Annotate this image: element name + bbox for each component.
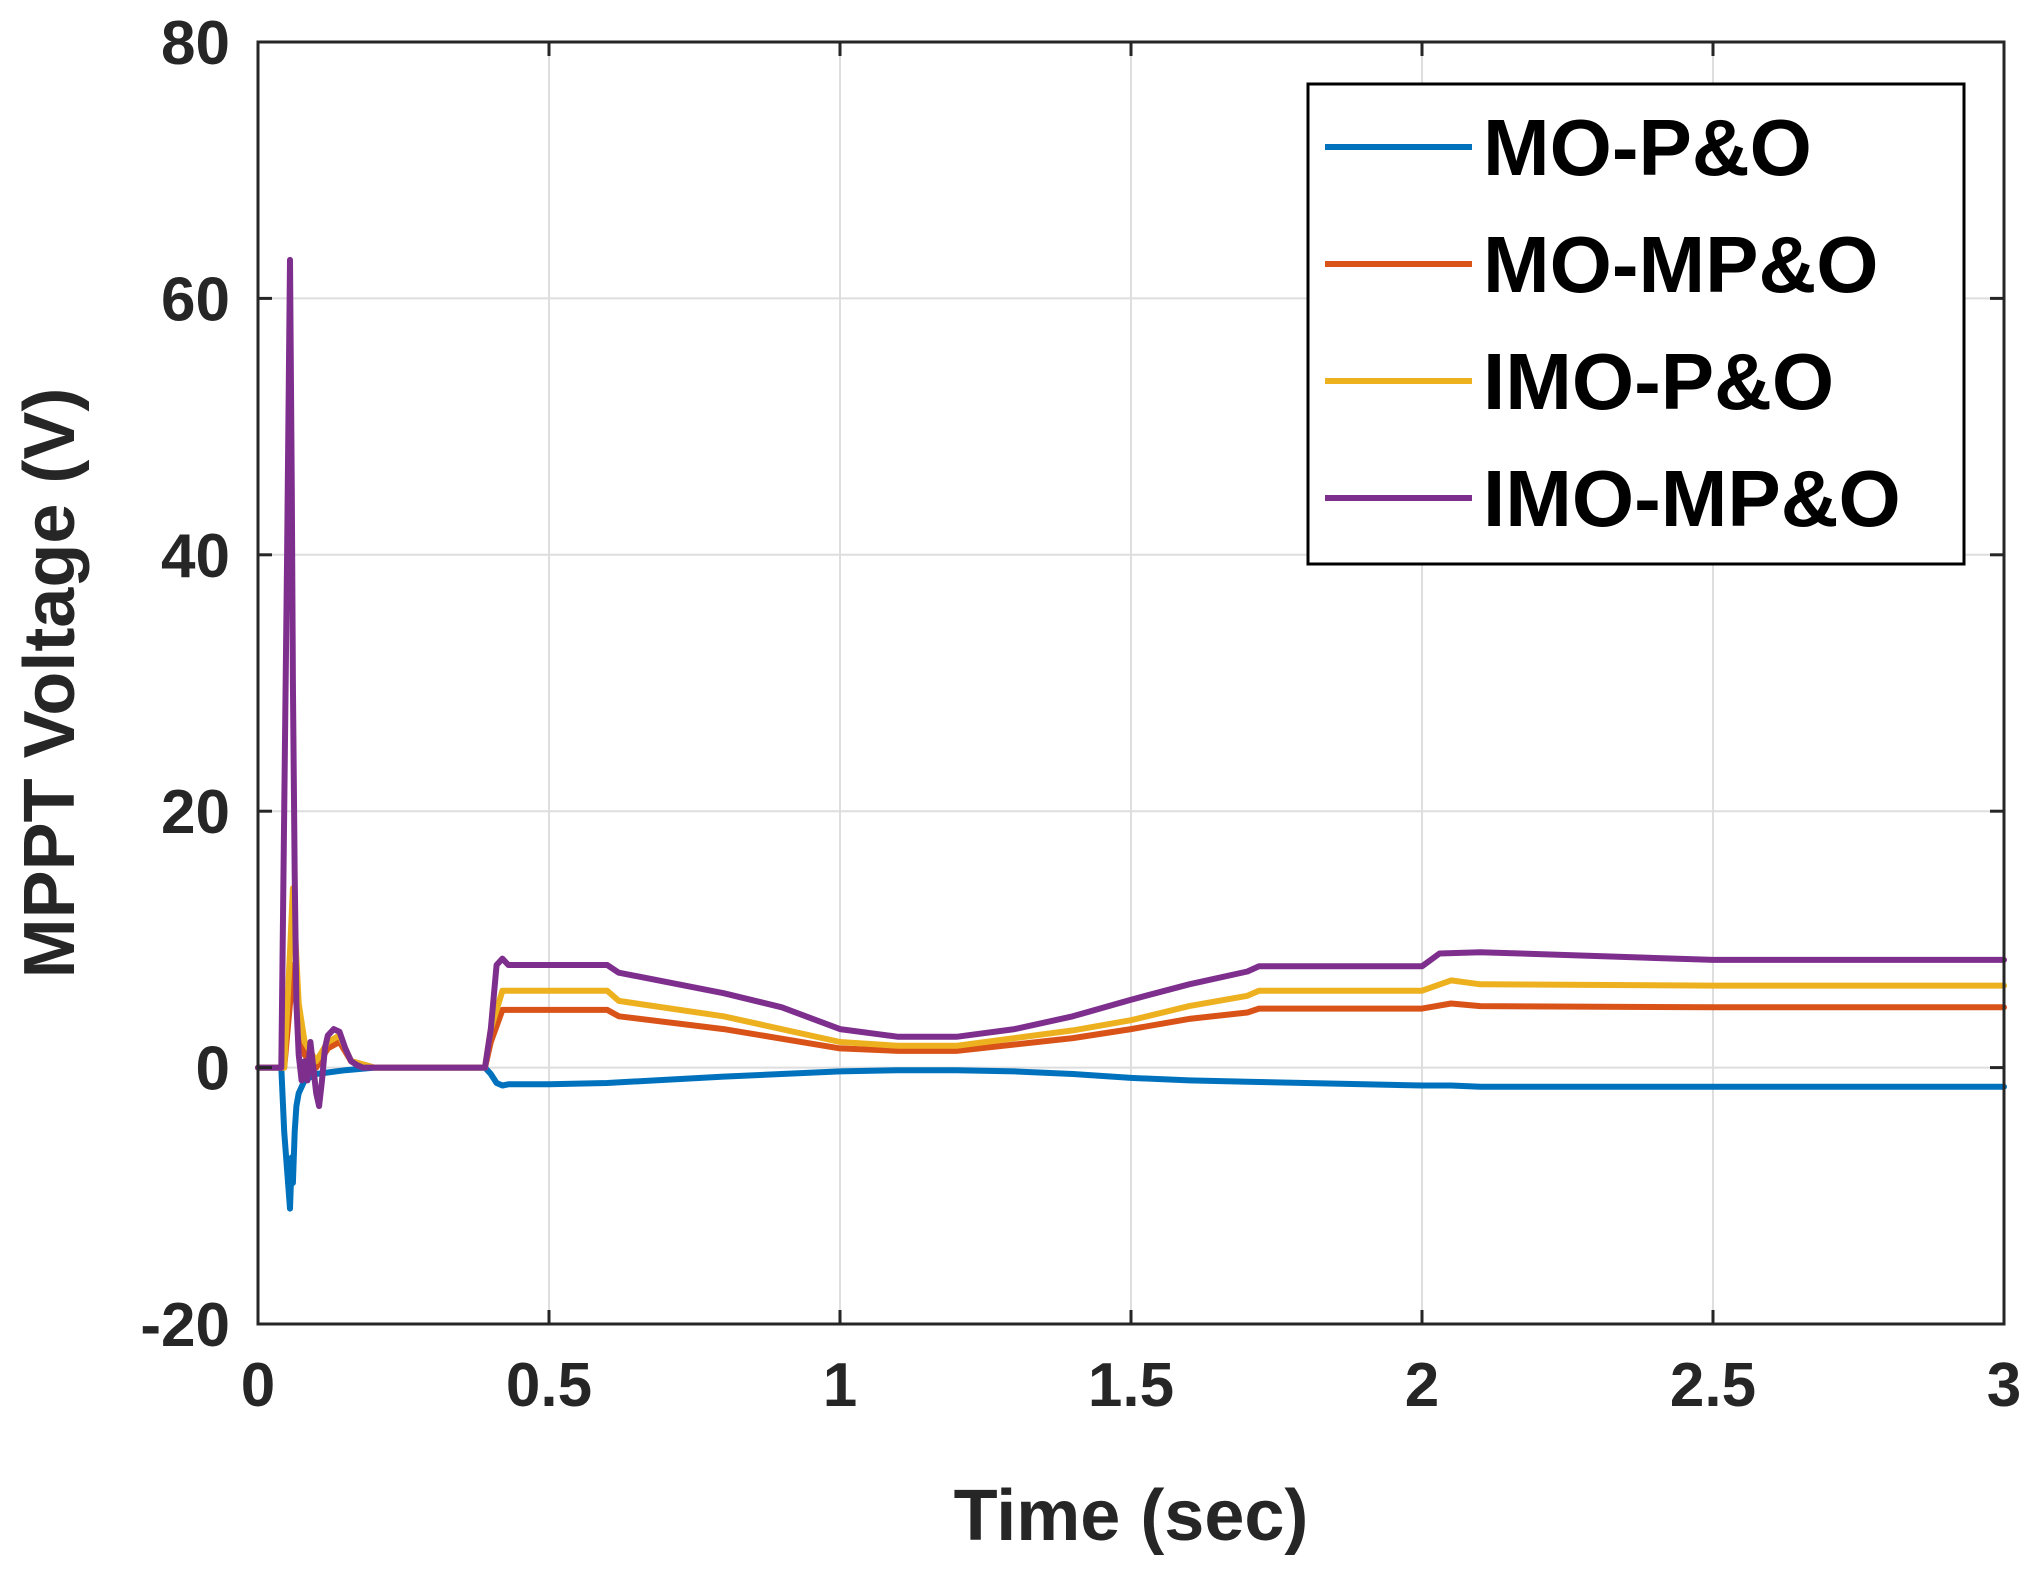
x-tick-label: 3 bbox=[1987, 1351, 2021, 1420]
axis-ticks bbox=[256, 40, 2006, 1326]
y-tick-labels: -20 0 20 40 60 80 bbox=[140, 9, 230, 1360]
y-tick-label: 40 bbox=[161, 522, 230, 591]
legend-box bbox=[1306, 82, 1966, 566]
series-line-imo-mp-o bbox=[255, 256, 2007, 1110]
x-tick-label: 0.5 bbox=[506, 1351, 592, 1420]
series-line-mo-p-o bbox=[255, 1064, 2007, 1212]
x-tick-label: 2 bbox=[1405, 1351, 1439, 1420]
legend-label-mo-p-o: MO-P&O bbox=[1483, 103, 1812, 192]
y-tick-label: 60 bbox=[161, 265, 230, 334]
y-tick-label: 20 bbox=[161, 778, 230, 847]
x-tick-label: 0 bbox=[241, 1351, 275, 1420]
series-lines bbox=[255, 256, 2007, 1212]
legend-label-imo-p-o: IMO-P&O bbox=[1483, 337, 1834, 426]
y-axis-title: MPPT Voltage (V) bbox=[10, 388, 90, 979]
y-tick-label: 80 bbox=[161, 9, 230, 78]
x-axis-title: Time (sec) bbox=[954, 1476, 1309, 1556]
x-tick-labels: 0 0.5 1 1.5 2 2.5 3 bbox=[241, 1351, 2021, 1420]
x-tick-label: 1.5 bbox=[1088, 1351, 1174, 1420]
y-tick-label: 0 bbox=[196, 1035, 230, 1104]
y-tick-label: -20 bbox=[140, 1291, 230, 1360]
x-tick-label: 2.5 bbox=[1670, 1351, 1756, 1420]
x-tick-label: 1 bbox=[823, 1351, 857, 1420]
legend-label-mo-mp-o: MO-MP&O bbox=[1483, 220, 1879, 309]
legend-label-imo-mp-o: IMO-MP&O bbox=[1483, 454, 1901, 543]
legend: MO-P&O MO-MP&O IMO-P&O IMO-MP&O bbox=[1306, 82, 1966, 566]
